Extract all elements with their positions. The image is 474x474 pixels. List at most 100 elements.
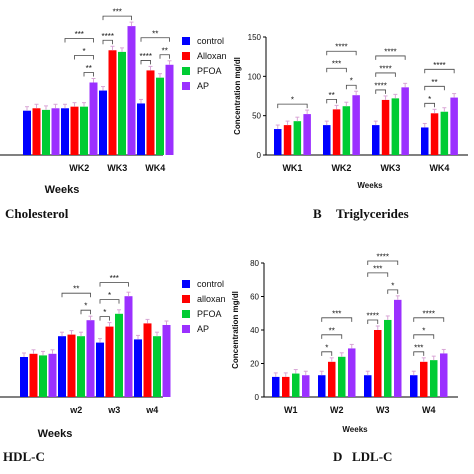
x-tick-label-cholesterol-3: WK4 [145, 163, 165, 173]
sig-bracket-ldl-6 [367, 319, 379, 324]
bar-hdl-w3-alloxan [105, 326, 114, 397]
sig-label-triglycerides-5: **** [384, 47, 396, 56]
sig-bracket-hdl-1 [80, 309, 91, 315]
sig-bracket-ldl-9 [413, 351, 425, 356]
x-axis-title-ldl: Weeks [342, 425, 368, 434]
bar-ldl-W2-pfoa [338, 356, 346, 397]
bar-hdl-w3-pfoa [115, 313, 123, 397]
sig-label-triglycerides-3: * [350, 77, 353, 86]
y-tick-label-ldl-4: 80 [250, 259, 259, 268]
bar-hdl-w2-alloxan [67, 334, 76, 397]
sig-label-triglycerides-2: *** [332, 60, 341, 69]
sig-label-cholesterol-0: *** [75, 30, 84, 39]
bar-hdl-w4-pfoa [153, 336, 161, 397]
bar-ldl-W3-control [364, 375, 372, 397]
bar-hdl-w2-pfoa [77, 336, 85, 397]
caption-triglycerides-letter: B [313, 206, 322, 221]
bar-hdl-w1-pfoa [39, 355, 47, 397]
sig-bracket-triglycerides-7 [375, 89, 386, 94]
sig-label-cholesterol-2: ** [86, 64, 92, 73]
sig-bracket-ldl-8 [413, 334, 435, 339]
bar-ldl-W4-alloxan [420, 361, 428, 397]
sig-label-ldl-2: * [325, 343, 328, 352]
legend-swatch-pfoa [182, 66, 190, 75]
bar-ldl-W1-control [272, 376, 280, 397]
bar-triglycerides-WK1-pfoa [293, 121, 302, 155]
bar-ldl-W4-control [410, 375, 418, 397]
legend-swatch-ap-2 [182, 324, 190, 333]
sig-label-hdl-3: * [108, 291, 111, 300]
sig-bracket-triglycerides-10 [424, 102, 435, 108]
y-axis-title-triglycerides: Concentration mg/dl [233, 57, 242, 135]
x-tick-label-triglycerides-1: WK2 [331, 163, 351, 173]
x-tick-label-triglycerides-3: WK4 [429, 163, 449, 173]
bar-triglycerides-WK1-ap [303, 114, 311, 155]
bar-cholesterol-WK2-control [61, 108, 69, 155]
sig-bracket-ldl-0 [321, 317, 353, 322]
bar-ldl-W3-alloxan [374, 330, 382, 397]
sig-bracket-cholesterol-2 [83, 72, 94, 77]
sig-bracket-triglycerides-0 [277, 103, 308, 109]
sig-bracket-cholesterol-5 [140, 37, 170, 42]
sig-label-hdl-0: ** [73, 285, 79, 294]
y-tick-label-triglycerides-2: 100 [248, 72, 262, 81]
bar-triglycerides-WK3-pfoa [391, 98, 400, 155]
x-axis-title-hdl: Weeks [38, 428, 73, 440]
bar-hdl-w4-alloxan [143, 323, 152, 397]
legend-item-ap-2: AP [182, 321, 226, 336]
sig-bracket-triglycerides-8 [424, 68, 455, 74]
bar-triglycerides-WK2-ap [352, 95, 360, 155]
y-tick-label-triglycerides-1: 50 [252, 112, 261, 121]
sig-label-ldl-6: **** [367, 312, 379, 321]
legend-item-ap: AP [182, 78, 227, 93]
legend-label-alloxan-2: alloxan [197, 293, 226, 304]
bar-triglycerides-WK3-alloxan [381, 99, 390, 155]
sig-bracket-hdl-2 [99, 282, 129, 287]
sig-bracket-hdl-4 [99, 316, 110, 321]
x-tick-label-ldl-1: W2 [330, 405, 344, 415]
x-tick-label-hdl-1: w2 [69, 405, 82, 415]
sig-bracket-ldl-5 [387, 289, 399, 294]
x-tick-label-triglycerides-2: WK3 [380, 163, 400, 173]
bar-ldl-W3-pfoa [384, 319, 392, 397]
sig-bracket-triglycerides-1 [326, 50, 357, 56]
bar-cholesterol-WK3-control [99, 90, 107, 155]
bar-ldl-W2-alloxan [328, 361, 336, 397]
sig-label-triglycerides-4: ** [329, 91, 335, 100]
y-axis-title-ldl: Concentration mg/dl [231, 291, 240, 369]
bar-hdl-w1-ap [48, 353, 57, 397]
sig-label-ldl-4: *** [373, 264, 382, 273]
x-tick-label-hdl-2: w3 [107, 405, 120, 415]
x-tick-label-ldl-3: W4 [422, 405, 436, 415]
x-axis-title-cholesterol: Weeks [45, 184, 80, 196]
sig-bracket-ldl-2 [321, 351, 333, 356]
bar-triglycerides-WK1-control [274, 129, 282, 155]
sig-bracket-ldl-7 [413, 317, 445, 322]
sig-label-hdl-1: * [84, 302, 87, 311]
legend-label-control: control [197, 35, 225, 46]
bar-cholesterol-WK3-pfoa [118, 51, 126, 156]
bar-hdl-w4-ap [162, 325, 171, 397]
sig-label-ldl-7: **** [423, 309, 435, 318]
sig-bracket-triglycerides-5 [375, 55, 406, 60]
bar-triglycerides-WK1-alloxan [283, 125, 292, 155]
legend-item-alloxan-2: alloxan [182, 291, 226, 306]
bar-triglycerides-WK4-control [421, 127, 429, 155]
bar-cholesterol-WK1-alloxan [32, 108, 41, 155]
caption-ldl: LDL-C [352, 449, 393, 464]
caption-hdl: HDL-C [3, 449, 45, 464]
legend-label-ap: AP [197, 80, 210, 91]
sig-bracket-cholesterol-1 [74, 55, 94, 60]
y-tick-label-ldl-1: 20 [250, 360, 259, 369]
legend-top: control Alloxan PFOA AP [182, 33, 227, 93]
sig-label-triglycerides-7: **** [374, 81, 386, 90]
bar-ldl-W1-alloxan [282, 376, 290, 397]
sig-bracket-cholesterol-0 [64, 38, 94, 43]
sig-bracket-triglycerides-6 [375, 72, 396, 77]
bar-cholesterol-WK1-ap [51, 108, 60, 155]
x-tick-label-hdl-3: w4 [145, 405, 158, 415]
bar-hdl-w4-control [134, 339, 142, 397]
x-axis-title-triglycerides: Weeks [357, 181, 383, 190]
